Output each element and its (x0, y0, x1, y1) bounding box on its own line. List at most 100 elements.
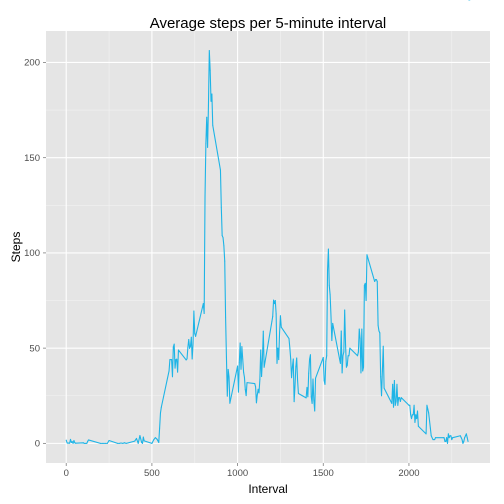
data-point (66, 442, 68, 444)
data-point (323, 380, 325, 382)
data-point (296, 357, 298, 359)
data-point (397, 404, 399, 406)
data-point (117, 442, 119, 444)
data-point (83, 442, 85, 444)
data-point (359, 338, 361, 340)
data-point (398, 397, 400, 399)
data-point (309, 354, 311, 356)
data-point (171, 359, 173, 361)
data-point (123, 442, 125, 444)
x-tick-label: 500 (144, 468, 160, 479)
data-point (274, 300, 276, 302)
data-point (415, 414, 417, 416)
data-point (339, 362, 341, 364)
data-point (143, 440, 145, 442)
data-point (176, 358, 178, 360)
data-point (293, 401, 295, 403)
data-point (288, 338, 290, 340)
data-point (242, 358, 244, 360)
data-point (297, 379, 299, 381)
data-point (65, 439, 67, 441)
data-point (429, 427, 431, 429)
data-point (205, 142, 207, 144)
data-point (177, 349, 179, 351)
data-point (105, 442, 107, 444)
data-point (139, 435, 141, 437)
chart-title: Average steps per 5-minute interval (150, 15, 387, 32)
data-point (442, 437, 444, 439)
data-point (160, 406, 162, 408)
y-axis-label: Steps (9, 232, 23, 263)
data-point (240, 368, 242, 370)
data-point (444, 440, 446, 442)
data-point (313, 399, 315, 401)
data-point (125, 442, 127, 444)
data-point (84, 442, 86, 444)
data-point (156, 438, 158, 440)
data-point (328, 284, 330, 286)
data-point (74, 442, 76, 444)
data-point (443, 437, 445, 439)
data-point (400, 397, 402, 399)
data-point (73, 440, 75, 442)
data-point (151, 442, 153, 444)
data-point (326, 355, 328, 357)
x-tick-label: 1500 (313, 468, 334, 479)
data-point (120, 442, 122, 444)
data-point (414, 421, 416, 423)
data-point (427, 408, 429, 410)
data-point (374, 280, 376, 282)
data-point (212, 124, 214, 126)
data-point (464, 437, 466, 439)
data-point (254, 383, 256, 385)
data-point (71, 441, 73, 443)
data-point (68, 442, 70, 444)
data-point (361, 328, 363, 330)
data-point (327, 248, 329, 250)
data-point (429, 420, 431, 422)
data-point (330, 315, 332, 317)
data-point (366, 254, 368, 256)
data-point (204, 196, 206, 198)
data-point (306, 386, 308, 388)
data-point (382, 345, 384, 347)
data-point (241, 346, 243, 348)
data-point (246, 382, 248, 384)
data-point (272, 316, 274, 318)
data-point (315, 377, 317, 379)
data-point (134, 440, 136, 442)
data-point (99, 442, 101, 444)
data-point (435, 437, 437, 439)
data-point (409, 404, 411, 406)
data-point (343, 351, 345, 353)
data-point (276, 362, 278, 364)
data-point (410, 414, 412, 416)
data-point (86, 442, 88, 444)
data-point (362, 370, 364, 372)
data-point (171, 376, 173, 378)
data-point (469, 0, 471, 1)
data-point (189, 347, 191, 349)
data-point (85, 442, 87, 444)
data-point (175, 359, 177, 361)
data-point (305, 397, 307, 399)
plot-panel (46, 31, 490, 463)
data-point (431, 437, 433, 439)
data-point (357, 355, 359, 357)
data-point (380, 376, 382, 378)
data-point (142, 436, 144, 438)
data-point (70, 438, 71, 440)
data-point (434, 439, 436, 441)
data-point (255, 386, 257, 388)
data-point (347, 355, 349, 357)
data-point (381, 395, 383, 397)
data-point (375, 279, 377, 281)
data-point (294, 385, 296, 387)
data-point (207, 105, 209, 107)
data-point (391, 402, 393, 404)
data-point (153, 439, 155, 441)
data-point (185, 359, 187, 361)
data-point (363, 366, 365, 368)
data-point (237, 391, 239, 393)
data-point (452, 437, 454, 439)
